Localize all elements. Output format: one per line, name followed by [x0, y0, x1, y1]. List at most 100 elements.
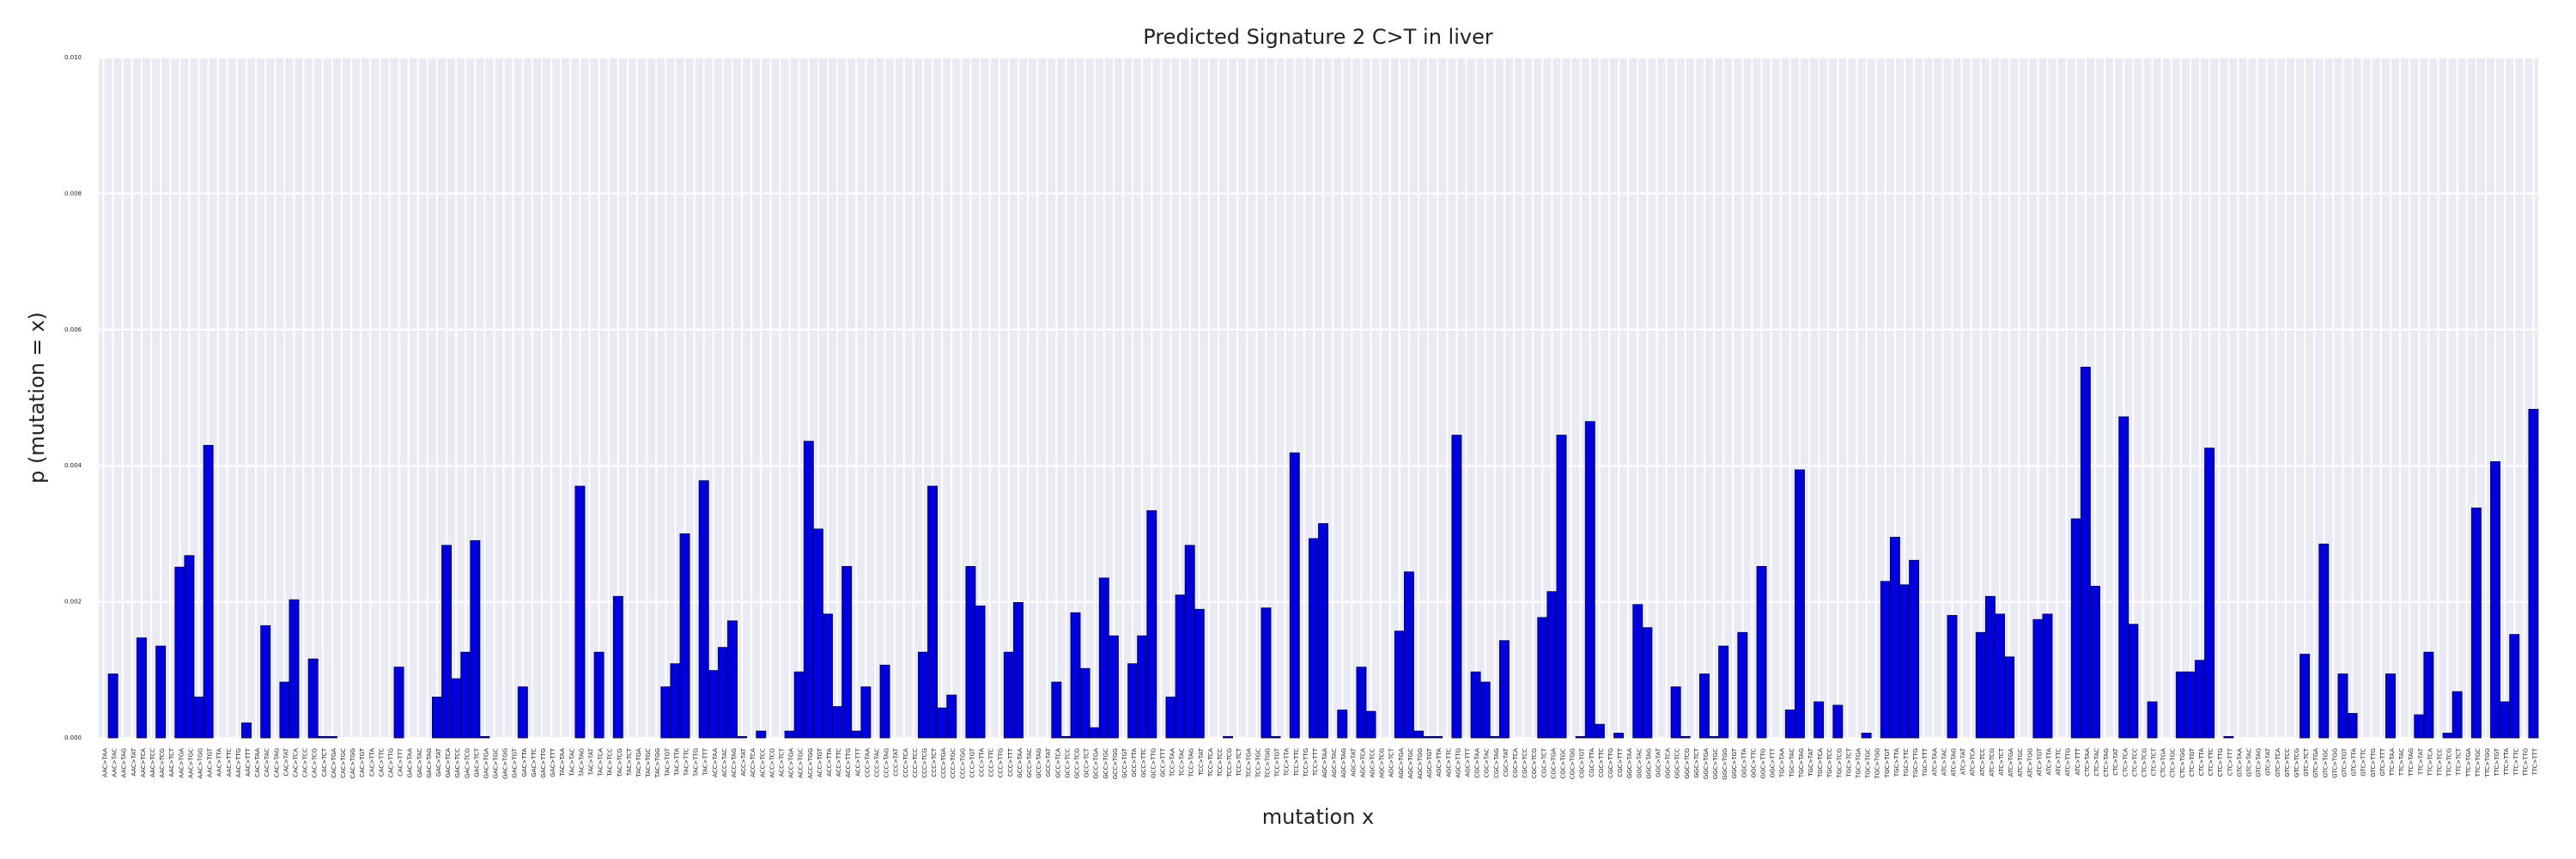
- x-tick-label: ACC>TCC: [759, 748, 766, 777]
- x-tick-label: TTC>TTT: [2531, 747, 2538, 776]
- y-tick-label: 0.000: [64, 734, 82, 741]
- bar: [2032, 618, 2044, 739]
- x-tick-label: CTC>TAG: [2103, 748, 2110, 777]
- bar: [2500, 701, 2511, 739]
- x-tick-label: TAC>TCT: [626, 747, 633, 777]
- x-tick-label: CAC>TAG: [273, 748, 280, 777]
- bar: [326, 736, 337, 739]
- x-tick-label: GGC>TCT: [1693, 747, 1700, 777]
- x-tick-label: CCC>TCG: [921, 748, 928, 778]
- x-tick-label: GGC>TCG: [1684, 748, 1691, 779]
- x-tick-label: ATC>TTA: [2045, 748, 2052, 776]
- x-tick-label: ATC>TTC: [2056, 748, 2063, 776]
- bar: [660, 686, 671, 739]
- x-tick-label: TCC>TCG: [1226, 748, 1233, 778]
- bar: [1079, 667, 1091, 739]
- x-tick-label: CTC>TTG: [2217, 748, 2224, 777]
- x-tick-label: CAC>TAA: [254, 748, 261, 777]
- x-tick-label: GCC>TAC: [1026, 748, 1033, 777]
- x-tick-label: ACC>TGG: [807, 748, 814, 778]
- x-tick-label: TGC>TGA: [1856, 748, 1862, 779]
- bar: [1670, 686, 1681, 739]
- x-tick-label: TTC>TCC: [2436, 748, 2443, 777]
- bar: [670, 663, 681, 739]
- bar: [470, 539, 481, 739]
- x-tick-label: CAC>TGC: [340, 748, 347, 778]
- x-tick-label: TCC>TGC: [1255, 748, 1261, 778]
- x-tick-label: TCC>TCC: [1217, 748, 1224, 777]
- bar: [2128, 624, 2139, 739]
- bar: [1861, 733, 1872, 739]
- x-tick-label: TTC>TAG: [2408, 748, 2415, 777]
- x-tick-label: GGC>TGC: [1712, 748, 1719, 779]
- bar: [1995, 613, 2005, 739]
- x-tick-label: AAC>TTC: [226, 748, 233, 777]
- x-tick-label: GTC>TCC: [2284, 748, 2291, 777]
- bar: [1089, 727, 1100, 739]
- x-tick-label: AAC>TGG: [197, 748, 204, 779]
- x-tick-label: ATC>TTG: [2065, 748, 2072, 777]
- x-tick-label: AAC>TGC: [187, 748, 194, 778]
- bar: [1165, 697, 1176, 739]
- bar: [1309, 538, 1319, 739]
- bar: [1261, 607, 1272, 739]
- x-tick-label: CGC>TTA: [1589, 748, 1595, 777]
- x-tick-label: CTC>TTT: [2227, 747, 2233, 776]
- x-tick-label: TTC>TGA: [2465, 748, 2472, 777]
- bar: [1423, 736, 1434, 739]
- x-tick-label: TTC>TTC: [2512, 748, 2519, 777]
- x-tick-label: CCC>TCC: [912, 748, 919, 777]
- x-tick-label: TGC>TGT: [1884, 747, 1891, 778]
- x-tick-label: CAC>TCG: [312, 748, 319, 777]
- x-tick-label: AGC>TCA: [1359, 748, 1366, 778]
- x-tick-label: GGC>TAC: [1636, 748, 1643, 778]
- bar: [1223, 736, 1234, 739]
- bar: [317, 736, 328, 739]
- bar: [1479, 681, 1491, 739]
- bar: [1709, 736, 1720, 739]
- chart-title: Predicted Signature 2 C>T in liver: [1143, 25, 1493, 49]
- x-tick-label: AGC>TGT: [1426, 747, 1433, 777]
- x-tick-label: GAC>TCT: [473, 747, 480, 777]
- x-tick-label: GCC>TGT: [1121, 747, 1128, 778]
- bar: [1899, 584, 1910, 739]
- bar: [965, 566, 976, 739]
- x-tick-label: CCC>TCT: [931, 747, 938, 777]
- x-tick-label: ATC>TAG: [1950, 748, 1957, 777]
- bar: [279, 681, 290, 739]
- x-tick-label: AAC>TAT: [131, 747, 137, 776]
- x-tick-label: CCC>TTT: [1007, 747, 1014, 777]
- x-tick-label: ATC>TGC: [2017, 748, 2024, 777]
- x-tick-label: CGC>TCA: [1512, 748, 1519, 778]
- bar: [1699, 673, 1710, 739]
- x-tick-label: GCC>TTG: [1150, 748, 1157, 778]
- x-tick-label: GCC>TTA: [1131, 748, 1138, 777]
- x-tick-label: CTC>TAT: [2112, 747, 2119, 775]
- bar: [1318, 523, 1328, 739]
- bar: [1365, 710, 1376, 739]
- bar: [1575, 736, 1586, 739]
- x-tick-label: GTC>TTC: [2360, 748, 2367, 777]
- x-tick-label: TCC>TCA: [1207, 748, 1214, 777]
- x-tick-label: ATC>TAC: [1941, 748, 1947, 776]
- x-tick-label: CCC>TAA: [864, 748, 871, 777]
- bar: [307, 658, 319, 739]
- x-tick-label: GGC>TAT: [1655, 747, 1662, 777]
- x-tick-label: TAC>TCG: [617, 748, 623, 777]
- x-tick-label: GTC>TGA: [2312, 748, 2319, 777]
- x-tick-label: CGC>TGA: [1550, 748, 1557, 779]
- x-tick-label: CGC>TTT: [1617, 747, 1624, 777]
- x-tick-label: GGC>TAA: [1626, 748, 1633, 778]
- bar: [155, 645, 167, 739]
- x-tick-label: AGC>TAC: [1331, 748, 1338, 777]
- bar: [1337, 710, 1348, 739]
- bar: [1975, 631, 1986, 739]
- x-tick-label: CGC>TCC: [1522, 748, 1528, 778]
- bar: [1289, 452, 1300, 739]
- x-tick-label: CAC>TTT: [398, 747, 404, 777]
- x-tick-label: TAC>TTG: [693, 748, 700, 777]
- x-tick-label: GTC>TGT: [2341, 747, 2348, 777]
- x-tick-label: TAC>TGG: [654, 748, 661, 778]
- bar: [784, 730, 795, 739]
